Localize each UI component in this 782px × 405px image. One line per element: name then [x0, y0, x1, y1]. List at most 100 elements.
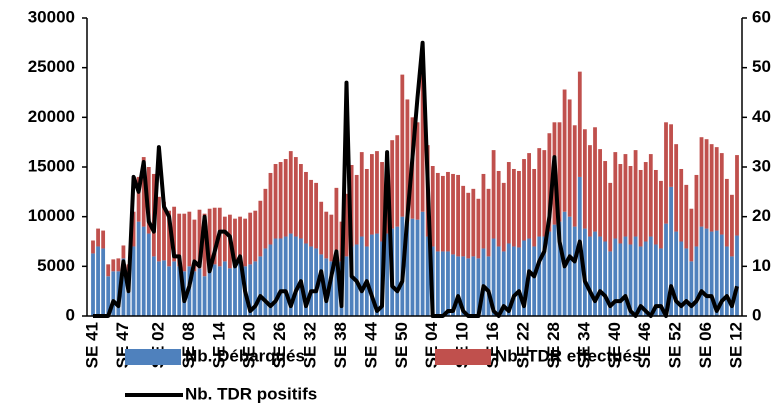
- bar: [273, 238, 278, 316]
- bar: [344, 193, 349, 257]
- x-tick-label: SE 20: [240, 322, 259, 368]
- bar: [476, 198, 481, 259]
- bar: [212, 264, 217, 316]
- bar: [375, 233, 379, 316]
- bar: [202, 213, 207, 277]
- bar: [288, 151, 293, 234]
- bar: [319, 201, 324, 255]
- bar: [506, 162, 511, 244]
- bar: [288, 233, 293, 316]
- bar: [724, 178, 729, 247]
- bar: [126, 286, 131, 316]
- bar: [238, 263, 242, 316]
- bar: [567, 99, 572, 217]
- bar: [471, 256, 476, 316]
- bar: [91, 253, 95, 316]
- y-tick-label: 30000: [28, 7, 75, 26]
- bar: [461, 256, 466, 316]
- y2-tick-label: 10: [752, 256, 771, 275]
- bar: [263, 188, 268, 249]
- bar: [537, 236, 542, 316]
- y2-tick-label: 20: [752, 206, 771, 225]
- bar: [207, 266, 212, 316]
- bar: [446, 251, 450, 316]
- bar: [233, 218, 237, 267]
- bar: [471, 188, 476, 257]
- bar: [532, 246, 537, 316]
- bar: [121, 258, 126, 316]
- line-series: [93, 40, 739, 318]
- bar: [440, 175, 445, 252]
- bar: [557, 122, 562, 222]
- bar: [314, 182, 319, 249]
- bar: [177, 213, 182, 267]
- bar: [476, 258, 481, 316]
- bar: [628, 166, 633, 245]
- bar: [562, 89, 567, 212]
- bar: [425, 236, 430, 316]
- bar: [511, 168, 516, 247]
- bar: [466, 258, 471, 316]
- x-tick-label: SE 50: [392, 322, 411, 368]
- bar: [228, 268, 232, 316]
- bar: [547, 231, 552, 316]
- bar: [187, 211, 192, 267]
- bar: [400, 74, 405, 217]
- bar: [324, 258, 329, 316]
- y-tick-label: 0: [66, 305, 75, 324]
- bar: [440, 251, 445, 316]
- bar: [395, 135, 400, 227]
- legend-label: Nb. Débarqués: [185, 346, 305, 365]
- bar: [628, 244, 633, 316]
- bar: [131, 246, 136, 316]
- bar: [674, 231, 679, 316]
- bar: [481, 248, 486, 316]
- bar: [380, 162, 384, 242]
- y2-tick-label: 0: [752, 305, 761, 324]
- bar: [131, 211, 136, 247]
- bar: [572, 226, 577, 316]
- bar: [253, 261, 258, 316]
- bar: [182, 213, 187, 272]
- bar: [415, 219, 420, 316]
- bar: [395, 226, 400, 316]
- bar: [319, 254, 324, 316]
- bar: [623, 236, 628, 316]
- bar: [268, 244, 273, 316]
- bar: [243, 218, 248, 267]
- bar: [572, 125, 577, 227]
- bar: [106, 276, 111, 316]
- bar: [598, 236, 602, 316]
- bar: [638, 169, 643, 247]
- bar: [704, 228, 709, 316]
- bar: [375, 151, 379, 234]
- bar: [582, 129, 587, 229]
- bar: [689, 208, 694, 262]
- bar: [709, 144, 714, 232]
- y2-tick-label: 50: [752, 57, 771, 76]
- bar: [359, 236, 364, 316]
- x-tick-label: SE 40: [605, 322, 624, 368]
- bar: [735, 155, 739, 236]
- bar: [735, 235, 739, 316]
- bar: [613, 238, 618, 316]
- bar: [659, 248, 663, 316]
- bar: [304, 243, 308, 316]
- bar: [542, 236, 547, 316]
- y2-tick-label: 60: [752, 7, 771, 26]
- bar: [501, 182, 506, 252]
- x-tick-label: SE 34: [574, 321, 593, 368]
- bar: [522, 240, 526, 316]
- bar: [699, 226, 704, 316]
- bar: [669, 186, 673, 316]
- bar: [354, 174, 359, 245]
- bar: [648, 236, 653, 316]
- bar: [278, 162, 283, 239]
- bar: [101, 230, 106, 249]
- bar: [684, 184, 689, 249]
- bar: [136, 221, 141, 316]
- bar: [714, 230, 719, 316]
- x-tick-label: SE 22: [514, 322, 533, 368]
- bar: [430, 166, 435, 247]
